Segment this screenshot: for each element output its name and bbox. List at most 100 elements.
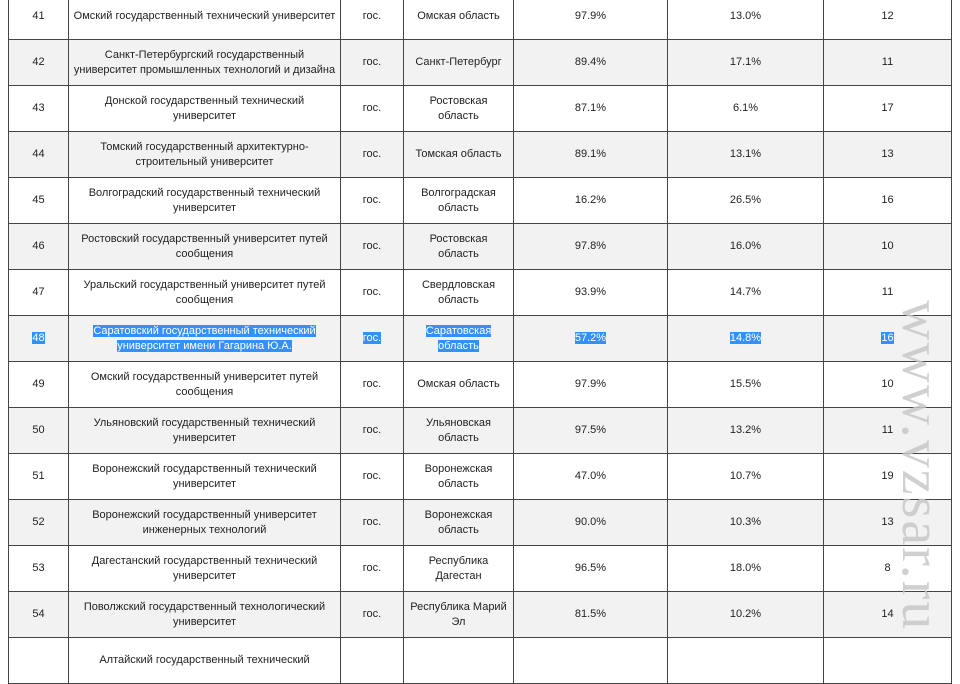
cell-university-name: Уральский государственный университет пу… [68,269,341,316]
count-text: 16 [881,332,894,344]
cell-rank: 54 [8,591,69,638]
cell-rank: 52 [8,499,69,546]
percent-2-text: 14.7% [729,286,762,298]
percent-2-text: 13.1% [729,148,762,160]
cell-rank: 43 [8,85,69,132]
table-row: 50 Ульяновский государственный технически… [8,407,952,454]
ownership-text: гос. [362,332,382,344]
region-text: Санкт-Петербург [415,56,502,68]
cell-percent-2: 14.8% [667,315,824,362]
region-text: Омская область [417,378,500,390]
cell-percent-1: 47.0% [513,453,668,500]
cell-percent-2: 26.5% [667,177,824,224]
region-text: Республика Дагестан [428,554,489,582]
cell-percent-2: 18.0% [667,545,824,592]
ownership-text: гос. [362,562,382,574]
rank-text: 53 [32,562,45,574]
cell-percent-1: 89.1% [513,131,668,178]
universities-table: 41 Омский государственный технический уни… [8,0,952,684]
percent-2-text: 6.1% [732,102,759,114]
cell-rank: 51 [8,453,69,500]
rank-text: 51 [32,470,45,482]
cell-university-name: Омский государственный технический униве… [68,0,341,40]
cell-university-name: Воронежский государственный университет … [68,499,341,546]
university-name-text: Омский государственный технический униве… [73,10,336,22]
region-text: Воронежская область [424,462,493,490]
cell-percent-2: 13.2% [667,407,824,454]
percent-1-text: 97.9% [574,378,607,390]
cell-count: 10 [823,223,952,270]
region-text: Волгоградская область [421,186,496,214]
percent-2-text: 13.0% [729,10,762,22]
table-row: 44 Томский государственный архитектурно-с… [8,131,952,178]
university-name-text: Санкт-Петербургский государственный унив… [73,48,336,76]
percent-1-text: 97.9% [574,10,607,22]
cell-rank: 42 [8,39,69,86]
cell-count: 11 [823,407,952,454]
ownership-text: гос. [362,102,382,114]
table-row: 52 Воронежский государственный университе… [8,499,952,546]
cell-percent-1: 96.5% [513,545,668,592]
region-text: Ульяновская область [426,416,491,444]
count-text: 8 [884,562,891,574]
cell-region: Свердловская область [403,269,514,316]
ownership-text: гос. [362,516,382,528]
cell-percent-2: 14.7% [667,269,824,316]
cell-university-name: Саратовский государственный технический … [68,315,341,362]
percent-1-text: 90.0% [574,516,607,528]
cell-rank: 45 [8,177,69,224]
table-row: 46 Ростовский государственный университет… [8,223,952,270]
cell-count: 14 [823,591,952,638]
ownership-text: гос. [362,424,382,436]
table-row: 48 Саратовский государственный технически… [8,315,952,362]
cell-ownership: гос. [340,39,404,86]
ownership-text: гос. [362,10,382,22]
cell-ownership: гос. [340,361,404,408]
percent-2-text: 18.0% [729,562,762,574]
region-text: Республика Марий Эл [410,600,507,628]
rank-text: 44 [32,148,45,160]
table-row: 53 Дагестанский государственный техническ… [8,545,952,592]
count-text: 19 [881,470,894,482]
cell-university-name: Волгоградский государственный технически… [68,177,341,224]
percent-2-text: 15.5% [729,378,762,390]
region-text: Саратовская область [425,324,492,352]
percent-2-text: 10.2% [729,608,762,620]
percent-1-text: 89.1% [574,148,607,160]
cell-count: 16 [823,177,952,224]
table-row: Алтайский государственный технический [8,637,952,684]
region-text: Свердловская область [421,278,496,306]
percent-1-text: 87.1% [574,102,607,114]
cell-rank: 46 [8,223,69,270]
cell-region: Саратовская область [403,315,514,362]
count-text: 17 [881,102,894,114]
count-text: 13 [881,148,894,160]
percent-2-text: 13.2% [729,424,762,436]
university-name-text: Омский государственный университет путей… [90,370,319,398]
cell-percent-1: 16.2% [513,177,668,224]
count-text: 14 [881,608,894,620]
count-text: 11 [881,286,894,298]
cell-university-name: Поволжский государственный технологическ… [68,591,341,638]
table-row: 45 Волгоградский государственный техничес… [8,177,952,224]
cell-percent-1: 97.5% [513,407,668,454]
cell-count: 11 [823,39,952,86]
university-name-text: Ульяновский государственный технический … [93,416,316,444]
cell-region: Томская область [403,131,514,178]
university-name-text: Волгоградский государственный технически… [88,186,321,214]
cell-count: 16 [823,315,952,362]
cell-region: Санкт-Петербург [403,39,514,86]
cell-university-name: Дагестанский государственный технический… [68,545,341,592]
cell-ownership: гос. [340,453,404,500]
cell-university-name: Воронежский государственный технический … [68,453,341,500]
cell-percent-1: 90.0% [513,499,668,546]
percent-2-text: 14.8% [729,332,762,344]
region-text: Омская область [417,10,500,22]
cell-university-name: Ростовский государственный университет п… [68,223,341,270]
percent-1-text: 93.9% [574,286,607,298]
count-text: 11 [881,56,894,68]
percent-2-text: 26.5% [729,194,762,206]
count-text: 11 [881,424,894,436]
ownership-text: гос. [362,608,382,620]
university-name-text: Томский государственный архитектурно-стр… [100,140,309,168]
